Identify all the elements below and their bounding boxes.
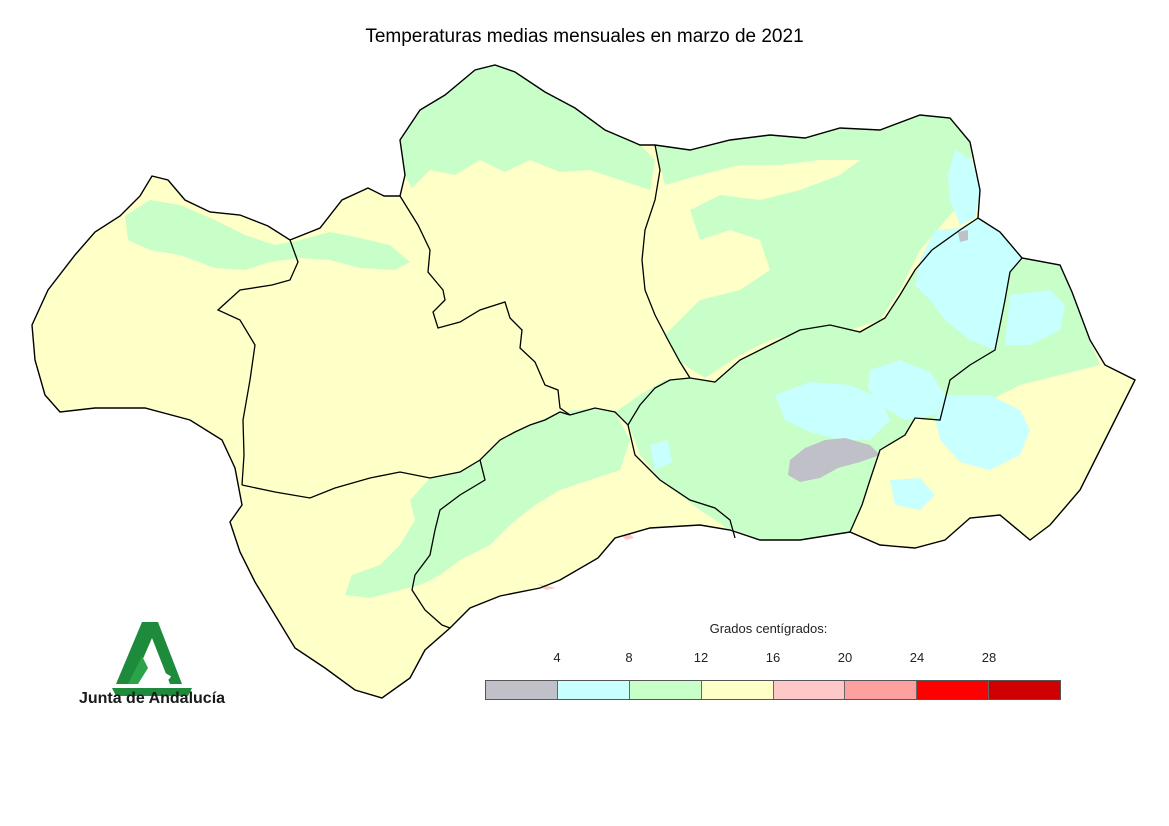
region-coastline-border xyxy=(31,64,1136,699)
border-cadiz-sevilla xyxy=(241,411,571,499)
legend-tick-label: 12 xyxy=(693,650,709,665)
legend-tick-label: 24 xyxy=(909,650,925,665)
legend-swatch xyxy=(773,681,846,699)
temperature-zone xyxy=(775,382,890,440)
temperature-zone xyxy=(948,150,980,225)
legend-swatch xyxy=(917,681,990,699)
legend-title: Grados centígrados: xyxy=(709,621,828,636)
map-title: Temperaturas medias mensuales en marzo d… xyxy=(365,26,804,47)
border-granada-almeria xyxy=(849,257,1023,533)
temperature-zone xyxy=(538,584,556,590)
temperature-zone xyxy=(125,200,410,270)
legend-tick-label: 28 xyxy=(981,650,997,665)
border-cordoba-malaga-granada xyxy=(569,377,691,427)
legend-swatch xyxy=(845,681,918,699)
temperature-zone xyxy=(400,65,655,190)
temperature-zone xyxy=(890,478,935,510)
border-jaen-granada xyxy=(689,217,979,383)
province-borders xyxy=(216,144,1023,629)
temperature-zone xyxy=(868,360,945,420)
legend-tick-label: 8 xyxy=(625,650,633,665)
legend-swatch xyxy=(629,681,702,699)
legend-swatch xyxy=(701,681,774,699)
temperature-zones xyxy=(125,65,1100,598)
border-malaga-granada xyxy=(627,424,736,539)
temperature-zone xyxy=(1005,290,1065,345)
temperature-zone xyxy=(788,438,880,482)
legend-swatch xyxy=(557,681,630,699)
temperature-zone xyxy=(915,218,1022,350)
legend-tick-label: 16 xyxy=(765,650,781,665)
border-cordoba-jaen xyxy=(641,144,691,379)
temperature-zone xyxy=(650,440,672,470)
junta-andalucia-logo-icon xyxy=(112,622,192,696)
legend-swatch xyxy=(486,681,558,699)
border-sevilla-cordoba xyxy=(399,195,571,416)
logo-text: Junta de Andalucía xyxy=(78,690,226,707)
border-huelva-sevilla xyxy=(216,239,299,486)
legend-tick-label: 20 xyxy=(837,650,853,665)
legend-swatch xyxy=(989,681,1060,699)
legend-tick-label: 4 xyxy=(553,650,561,665)
border-cadiz-malaga xyxy=(411,459,486,629)
legend-color-bar xyxy=(485,680,1061,700)
temperature-zone xyxy=(655,115,975,378)
temperature-zone xyxy=(935,395,1030,470)
temperature-zone xyxy=(958,230,968,242)
temperature-zone xyxy=(345,408,630,598)
